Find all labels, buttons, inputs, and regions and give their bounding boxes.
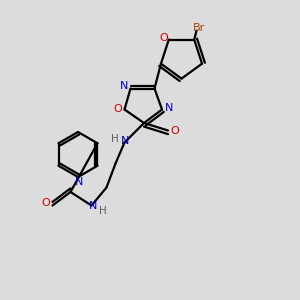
Text: H: H (99, 206, 107, 216)
Text: O: O (170, 125, 179, 136)
Text: Br: Br (193, 23, 205, 33)
Text: O: O (159, 33, 168, 43)
Text: N: N (121, 136, 129, 146)
Text: N: N (89, 201, 97, 211)
Text: N: N (74, 177, 83, 188)
Text: O: O (113, 104, 122, 115)
Text: N: N (164, 103, 173, 113)
Text: H: H (111, 134, 119, 144)
Text: O: O (41, 197, 50, 208)
Text: N: N (120, 80, 128, 91)
